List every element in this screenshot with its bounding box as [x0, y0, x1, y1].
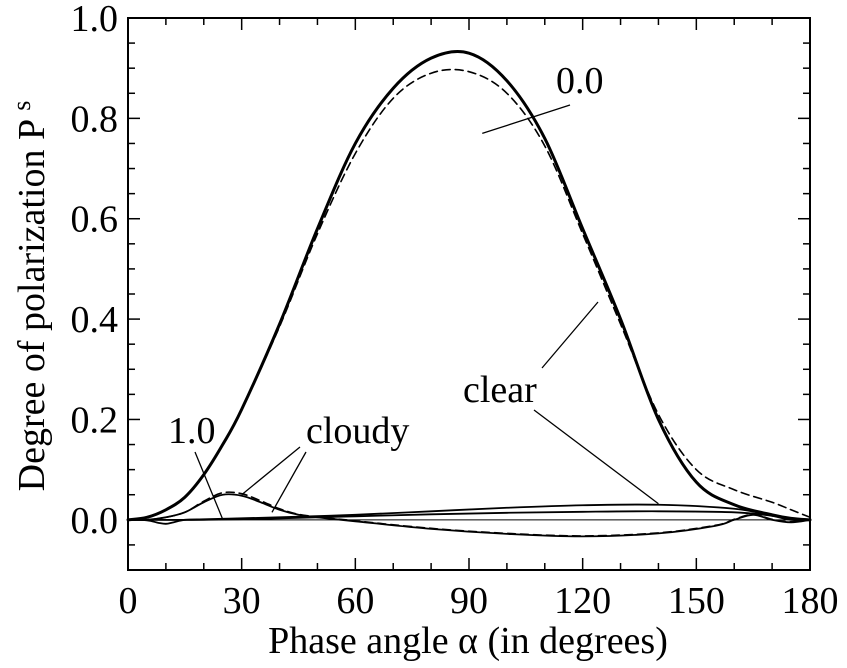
y-tick-label: 1.0: [71, 0, 119, 40]
y-tick-label: 0.0: [71, 500, 119, 542]
y-tick-label: 0.6: [71, 199, 119, 241]
annotation-leader-cloudy-1: [241, 446, 301, 496]
y-tick-labels: 0.0 0.2 0.4 0.6 0.8 1.0: [71, 0, 119, 542]
x-tick-label: 120: [554, 580, 611, 622]
y-axis-title-subscript: s: [7, 101, 36, 111]
plot-frame: [127, 17, 811, 571]
series-line-5: [127, 510, 811, 521]
svg-text:Degree of polarization P: Degree of polarization P s: [7, 101, 53, 492]
annotation-label-1-0: 1.0: [168, 410, 216, 452]
annotation-leader-1-0: [194, 451, 224, 520]
x-tick-label: 60: [336, 580, 374, 622]
x-axis-title: Phase angle α (in degrees): [268, 620, 668, 662]
series-line-4: [127, 503, 811, 525]
annotation-leader-0-0: [482, 104, 571, 135]
y-tick-label: 0.8: [71, 98, 119, 140]
annotation-label-cloudy: cloudy: [306, 410, 409, 452]
y-tick-label: 0.2: [71, 399, 119, 441]
y-tick-label: 0.4: [71, 299, 119, 341]
x-tick-label: 180: [782, 580, 839, 622]
axis-ticks: [127, 17, 811, 571]
x-tick-label: 0: [119, 580, 138, 622]
y-axis-title-text: Degree of polarization P: [11, 120, 53, 491]
y-axis-title: Degree of polarization P s: [7, 101, 53, 492]
series-line-3: [127, 491, 811, 537]
x-tick-label: 150: [668, 580, 725, 622]
series-line-1: [127, 68, 811, 521]
series-line-0: [126, 49, 812, 522]
x-tick-label: 90: [450, 580, 488, 622]
annotation-leader-cloudy-2: [271, 451, 307, 513]
annotation-leader-clear: [533, 409, 659, 505]
annotation-label-clear: clear: [463, 369, 537, 411]
x-tick-labels: 0 30 60 90 120 150 180: [119, 580, 839, 622]
annotation-label-0-0: 0.0: [556, 60, 604, 102]
series-line-2: [127, 493, 811, 538]
x-tick-label: 30: [223, 580, 261, 622]
series-layer: [126, 49, 812, 538]
annotation-leader-clear-dashed: [541, 301, 599, 369]
